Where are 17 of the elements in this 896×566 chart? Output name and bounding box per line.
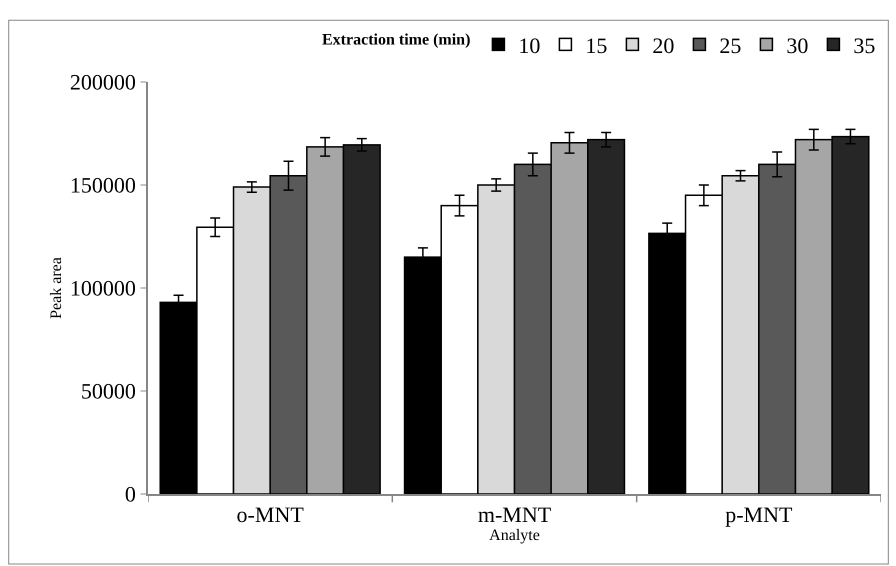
x-axis-title: Analyte <box>489 527 540 544</box>
legend-label: 35 <box>853 32 876 58</box>
legend-label: 10 <box>518 32 540 58</box>
legend-label: 30 <box>786 32 808 58</box>
y-tick-label: 0 <box>124 482 136 507</box>
x-tick-label: m-MNT <box>478 502 552 528</box>
y-tick-label: 200000 <box>70 70 136 95</box>
y-tick-label: 100000 <box>70 276 136 301</box>
x-tick-label: p-MNT <box>725 502 793 528</box>
x-tick-label: o-MNT <box>236 502 304 528</box>
legend-label: 25 <box>719 32 742 58</box>
y-tick-label: 50000 <box>80 378 136 404</box>
y-axis-title: Peak area <box>48 257 66 319</box>
y-tick-label: 150000 <box>70 172 136 198</box>
legend-title: Extraction time (min) <box>322 31 470 48</box>
legend-label: 20 <box>652 32 674 58</box>
legend-label: 15 <box>585 32 608 58</box>
